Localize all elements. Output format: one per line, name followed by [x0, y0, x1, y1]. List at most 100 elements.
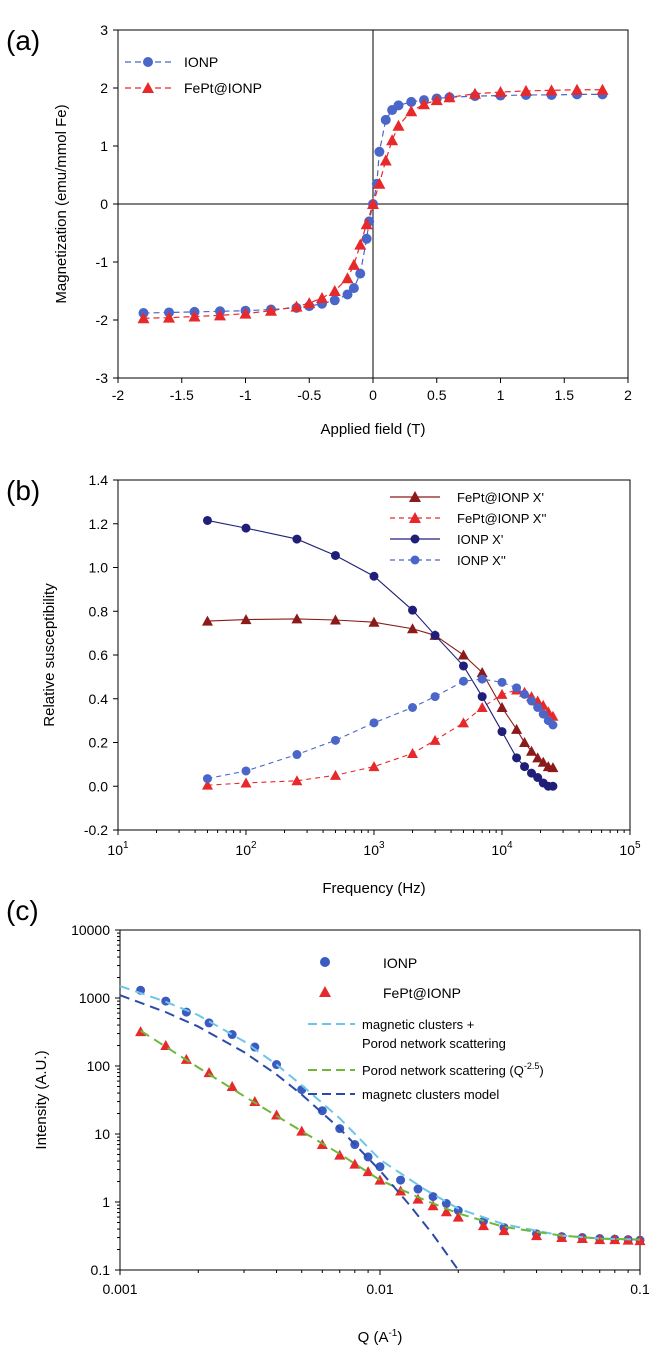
chart-c-point [413, 1184, 423, 1194]
chart-b-point [548, 781, 558, 791]
chart-b-point [330, 735, 340, 745]
chart-a-ylabel: Magnetization (emu/mmol Fe) [53, 104, 70, 303]
chart-c-ticks: 0.001 0.01 0.1 0.1 1 10 100 1000 10000 [71, 922, 650, 1297]
chart-c-point [396, 1175, 406, 1185]
chart-a-point [328, 285, 341, 296]
chart-a-point [329, 295, 340, 306]
chart-c-series [119, 985, 646, 1271]
chart-b-xlabel: Frequency (Hz) [322, 880, 425, 897]
chart-b-point [511, 723, 523, 734]
chart-b: 101 102 103 104 105 -0.2 0.0 0.2 0.4 0.6 0.8 1.0 1.2… [41, 472, 641, 897]
panel-c-label: (c) [6, 895, 39, 926]
chart-c-point [395, 1185, 407, 1196]
chart-c-point [226, 1080, 238, 1091]
chart-a-xtick-label: 0 [369, 387, 377, 403]
chart-b-point [457, 717, 469, 728]
chart-b-point [368, 761, 380, 772]
chart-b-point [538, 709, 548, 719]
chart-b-point [202, 774, 212, 784]
chart-b-point [240, 614, 252, 625]
legend-c-ionp-marker [320, 957, 330, 967]
chart-c-point [427, 1200, 439, 1211]
legend-c-ionp-label: IONP [383, 955, 417, 971]
chart-a-point [214, 309, 226, 321]
chart-b-point [201, 779, 213, 790]
chart-c-point [531, 1230, 543, 1241]
chart-b-point [291, 775, 303, 786]
chart-c-xlabel: Q (A-1) [358, 1328, 403, 1346]
chart-b-point [532, 752, 544, 763]
chart-a-point [406, 96, 417, 107]
chart-c-xtick-label: 0.001 [102, 1281, 137, 1297]
chart-b-ytick-label: 1.4 [89, 472, 109, 488]
chart-c-point [317, 1106, 327, 1116]
chart-c-point [334, 1149, 346, 1160]
chart-b-point [512, 753, 522, 763]
chart-a-xtick-label: -1.5 [170, 387, 194, 403]
chart-c-xtick-label: 0.1 [630, 1281, 650, 1297]
chart-a-point [386, 134, 399, 146]
chart-b-ytick-label: 0.6 [89, 647, 109, 663]
chart-a-point [545, 84, 558, 96]
chart-b-series [201, 515, 559, 791]
legend-c-fit3-label: magnetc clusters model [362, 1087, 499, 1102]
chart-c-ytick-label: 0.1 [91, 1262, 111, 1278]
chart-a-point [430, 94, 443, 106]
chart-c-ylabel: Intensity (A.U.) [33, 1050, 50, 1149]
chart-c-point [428, 1192, 438, 1202]
chart-c-fit-line [140, 1029, 641, 1241]
legend-a-ionp-marker [143, 57, 153, 67]
chart-c-point [594, 1234, 606, 1245]
chart-a-ytick-label: -3 [96, 370, 109, 386]
chart-c-fit-line [119, 985, 641, 1241]
chart-b-xtick-label: 103 [363, 840, 385, 858]
legend-b-s2-marker [410, 534, 420, 544]
legend-b-s3-marker [410, 555, 420, 565]
chart-a-series [137, 83, 609, 324]
chart-b-point [241, 523, 251, 533]
chart-c-point [250, 1042, 260, 1052]
chart-c-point [498, 1225, 510, 1236]
chart-b-point [368, 616, 380, 627]
chart-b-point [291, 613, 303, 624]
chart-c-ytick-label: 100 [87, 1058, 111, 1074]
chart-a-xtick-label: -0.5 [297, 387, 321, 403]
chart-b-ytick-label: 0.8 [89, 603, 109, 619]
chart-b-point [329, 614, 341, 625]
chart-b-ylabel: Relative susceptibility [41, 583, 58, 727]
chart-c-point [204, 1018, 214, 1028]
chart-a-point [316, 291, 328, 303]
chart-a-point [290, 300, 303, 312]
chart-b-point [547, 762, 559, 773]
chart-a-point [494, 86, 507, 98]
chart-a-point [418, 98, 430, 110]
chart-a-point [392, 119, 405, 131]
chart-a-xtick-label: 2 [624, 387, 632, 403]
chart-c-point [203, 1067, 215, 1078]
chart-a-point [137, 312, 150, 324]
chart-a-point [571, 83, 583, 95]
chart-b-point [548, 720, 558, 730]
legend-b-s2-label: IONP X' [457, 532, 503, 547]
chart-b-point [408, 703, 418, 712]
chart-a-point [360, 218, 373, 230]
chart-b-point [476, 667, 488, 677]
legend-c-fit1-label-2: Porod network scattering [362, 1036, 506, 1051]
chart-a-ytick-label: 2 [100, 80, 108, 96]
chart-a-ytick-label: -1 [96, 254, 109, 270]
chart-b-point [512, 683, 522, 693]
chart-b-point [292, 750, 302, 760]
chart-a-point [374, 146, 385, 157]
chart-a-point [347, 258, 360, 270]
legend-b-s0-marker [409, 491, 421, 502]
chart-b-point [476, 702, 488, 712]
chart-b-ytick-label: 0.0 [89, 778, 109, 794]
chart-b-point [407, 747, 419, 758]
chart-b-point [477, 674, 487, 684]
chart-b-ytick-label: 0.4 [89, 691, 109, 707]
chart-a-ytick-label: 1 [100, 138, 108, 154]
chart-b-point [329, 769, 341, 780]
chart-a-point [373, 177, 386, 189]
